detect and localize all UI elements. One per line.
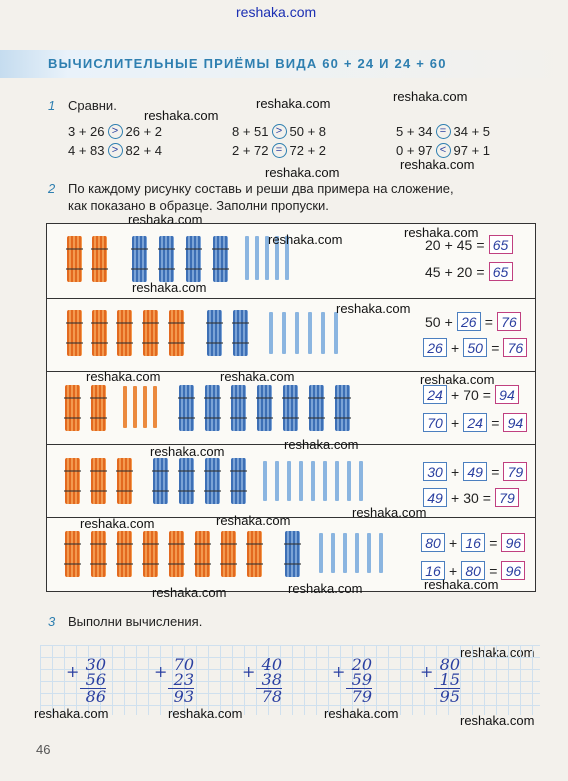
column-addition: + 70 23 93 xyxy=(154,655,194,706)
page-title: ВЫЧИСЛИТЕЛЬНЫЕ ПРИЁМЫ ВИДА 60 + 24 И 24 … xyxy=(48,56,447,71)
answer-box[interactable]: 79 xyxy=(503,462,528,481)
sign-circle[interactable]: > xyxy=(107,143,123,158)
comparison: 0 + 97 <97 + 1 xyxy=(396,143,491,158)
equation: 80 +16 = 96 xyxy=(421,533,526,552)
answer-box[interactable]: 26 xyxy=(423,338,447,357)
header-bar xyxy=(0,50,568,78)
column-addition: + 20 59 79 xyxy=(332,655,372,706)
answer-box[interactable]: 76 xyxy=(503,338,528,357)
watermark: reshaka.com xyxy=(265,165,340,180)
table-row: 80 +16 = 96 16 +80 = 96 xyxy=(47,517,535,590)
equation: 70 +24 = 94 xyxy=(423,413,528,432)
sign-circle[interactable]: < xyxy=(435,143,451,158)
answer-box[interactable]: 80 xyxy=(421,533,445,552)
watermark: reshaka.com xyxy=(150,444,225,459)
watermark: reshaka.com xyxy=(256,96,331,111)
answer-box[interactable]: 76 xyxy=(496,312,521,331)
watermark: reshaka.com xyxy=(132,280,207,295)
column-addition: + 80 15 95 xyxy=(420,655,460,706)
comparison: 4 + 83 >82 + 4 xyxy=(68,143,163,158)
answer-box[interactable]: 65 xyxy=(488,262,513,281)
answer-box[interactable]: 50 xyxy=(463,338,488,357)
answer-box[interactable]: 49 xyxy=(463,462,488,481)
answer-box[interactable]: 70 xyxy=(423,413,447,432)
sign-circle[interactable]: > xyxy=(271,124,287,139)
watermark: reshaka.com xyxy=(144,108,219,123)
answer-box[interactable]: 26 xyxy=(456,312,481,331)
answer-box[interactable]: 94 xyxy=(494,385,519,404)
comparison: 8 + 51 >50 + 8 xyxy=(232,124,327,139)
column-addition: + 30 56 86 xyxy=(66,655,106,706)
watermark: reshaka.com xyxy=(216,513,291,528)
answer-box[interactable]: 30 xyxy=(423,462,447,481)
answer-box[interactable]: 80 xyxy=(461,561,486,580)
comparison: 2 + 72 = 72 + 2 xyxy=(232,143,327,158)
task-2-number: 2 xyxy=(48,181,56,196)
table-row: 30 +49 = 79 49 +30 = 79 xyxy=(47,444,535,518)
task-3-text: Выполни вычисления. xyxy=(68,614,203,629)
watermark: reshaka.com xyxy=(336,301,411,316)
column-addition: + 40 38 78 xyxy=(242,655,282,706)
sign-circle[interactable]: > xyxy=(107,124,123,139)
watermark: reshaka.com xyxy=(152,585,227,600)
table-row: 24 +70 = 94 70 +24 = 94 xyxy=(47,371,535,445)
watermark: reshaka.com xyxy=(324,706,399,721)
watermark: reshaka.com xyxy=(424,577,499,592)
watermark: reshaka.com xyxy=(393,89,468,104)
watermark: reshaka.com xyxy=(86,369,161,384)
equation: 24 +70 = 94 xyxy=(423,385,519,404)
watermark: reshaka.com xyxy=(268,232,343,247)
comparison: 5 + 34 = 34 + 5 xyxy=(396,124,491,139)
equation: 49 +30 = 79 xyxy=(423,488,519,507)
answer-box[interactable]: 24 xyxy=(423,385,447,404)
comparison: 3 + 26 >26 + 2 xyxy=(68,124,163,139)
table-row: 20 +45 = 65 45 +20 = 65 xyxy=(47,224,535,299)
watermark: reshaka.com xyxy=(34,706,109,721)
answer-box[interactable]: 96 xyxy=(501,533,526,552)
sign-circle[interactable]: = xyxy=(435,124,451,139)
equation: 26 +50 = 76 xyxy=(423,338,528,357)
watermark: reshaka.com xyxy=(220,369,295,384)
answer-box[interactable]: 16 xyxy=(461,533,486,552)
watermark: reshaka.com xyxy=(168,706,243,721)
task-2-text-line2: как показано в образце. Заполни пропуски… xyxy=(68,198,329,213)
task-3-number: 3 xyxy=(48,614,56,629)
answer-box[interactable]: 24 xyxy=(463,413,488,432)
watermark: reshaka.com xyxy=(80,516,155,531)
answer-box[interactable]: 94 xyxy=(503,413,528,432)
answer-box[interactable]: 49 xyxy=(423,488,447,507)
watermark: reshaka.com xyxy=(288,581,363,596)
answer-box[interactable]: 79 xyxy=(494,488,519,507)
sign-circle[interactable]: = xyxy=(271,143,287,158)
task-2-text-line1: По каждому рисунку составь и реши два пр… xyxy=(68,181,454,196)
watermark: reshaka.com xyxy=(404,225,479,240)
picture-table: 20 +45 = 65 45 +20 = 65 50 +26 = 76 26 +50 = 76 xyxy=(46,223,536,592)
answer-box[interactable]: 16 xyxy=(421,561,445,580)
equation: 20 +45 = 65 xyxy=(425,235,513,254)
answer-box[interactable]: 96 xyxy=(501,561,526,580)
equation: 45 +20 = 65 xyxy=(425,262,513,281)
grid-paper xyxy=(40,645,540,715)
equation: 30 +49 = 79 xyxy=(423,462,528,481)
table-row: 50 +26 = 76 26 +50 = 76 xyxy=(47,298,535,372)
task-1-text: Сравни. xyxy=(68,98,117,113)
watermark: reshaka.com xyxy=(460,713,535,728)
watermark: reshaka.com xyxy=(352,505,427,520)
task-1-number: 1 xyxy=(48,98,56,113)
watermark: reshaka.com xyxy=(236,4,317,20)
answer-box[interactable]: 65 xyxy=(488,235,513,254)
equation: 16 +80 = 96 xyxy=(421,561,526,580)
page-number: 46 xyxy=(36,742,51,757)
equation: 50 +26 = 76 xyxy=(425,312,521,331)
watermark: reshaka.com xyxy=(284,437,359,452)
watermark: reshaka.com xyxy=(420,372,495,387)
watermark: reshaka.com xyxy=(400,157,475,172)
